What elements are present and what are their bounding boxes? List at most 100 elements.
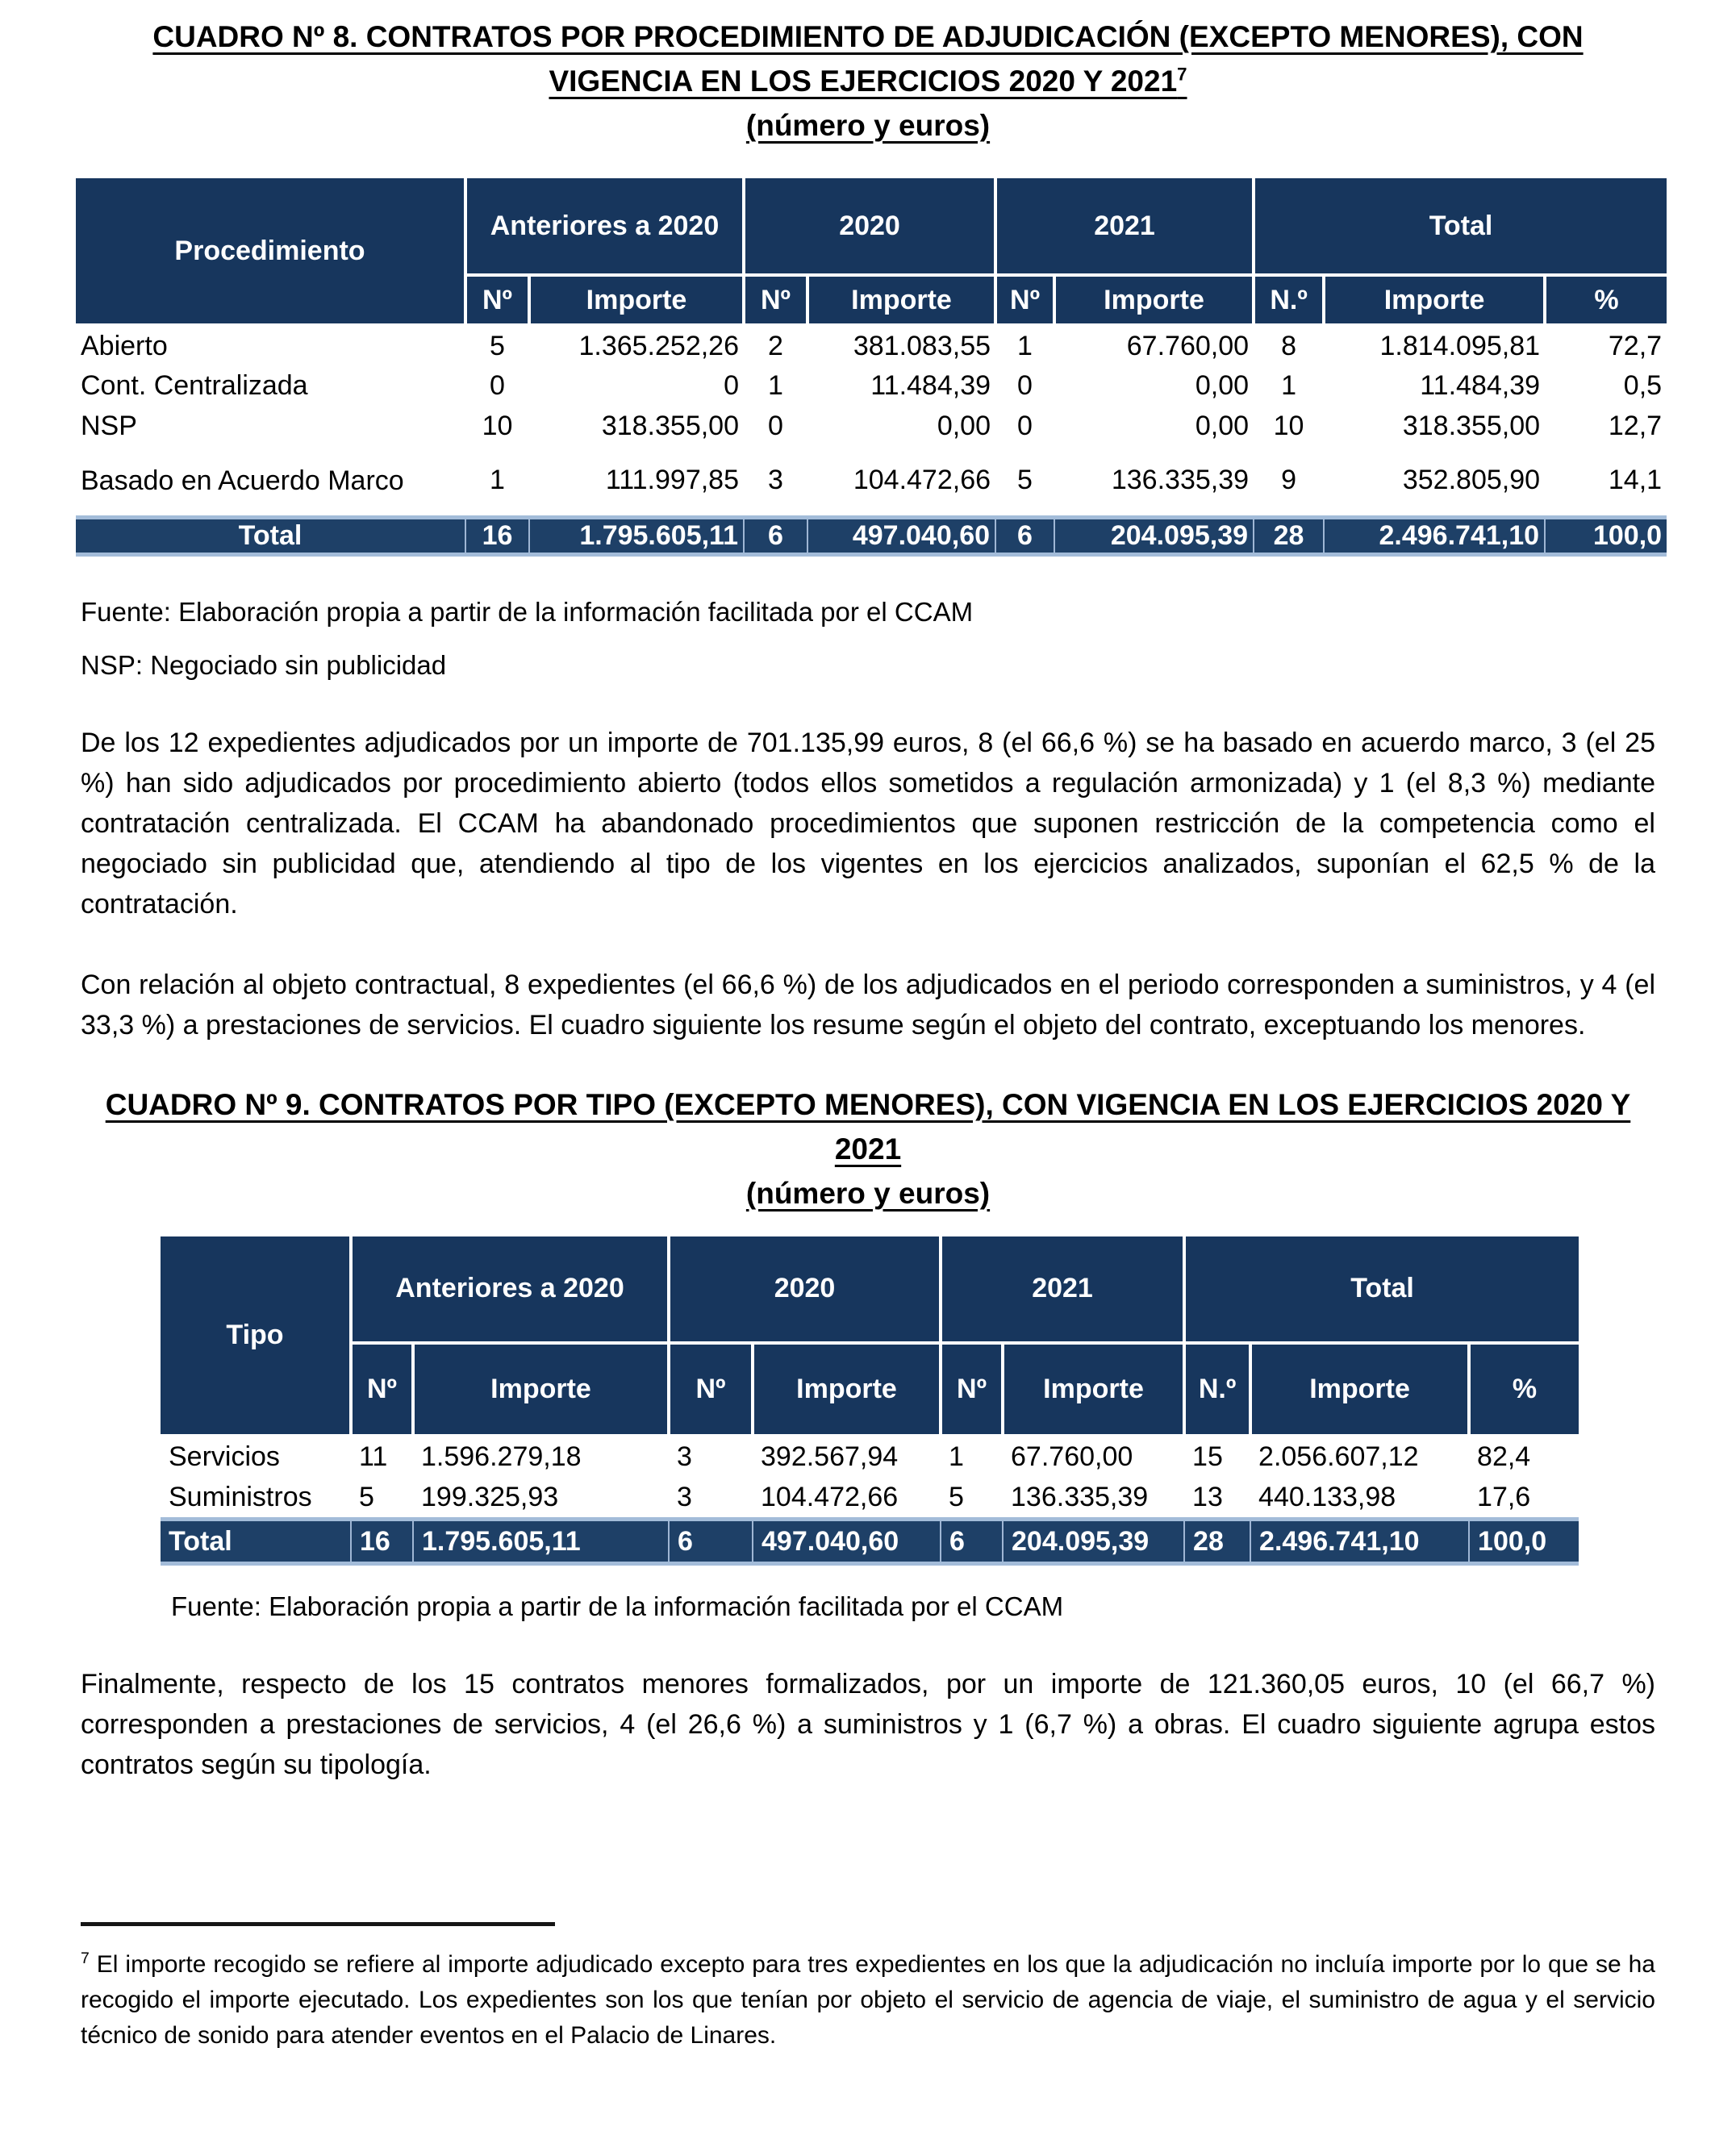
- corner-header: Tipo: [161, 1236, 353, 1437]
- table-cell: 104.472,66: [807, 446, 996, 517]
- row-label: Basado en Acuerdo Marco: [76, 446, 465, 517]
- table-row: Abierto 5 1.365.252,26 2 381.083,55 1 67…: [76, 325, 1667, 365]
- table-cell: 67.760,00: [1054, 325, 1254, 365]
- cuadro-8-title: CUADRO Nº 8. CONTRATOS POR PROCEDIMIENTO…: [81, 15, 1655, 148]
- table-cell: 352.805,90: [1324, 446, 1546, 517]
- abbreviation-note: NSP: Negociado sin publicidad: [81, 649, 447, 680]
- row-label: Cont. Centralizada: [76, 365, 465, 406]
- sub-header: Importe: [528, 273, 745, 327]
- table-cell: 28: [1183, 1517, 1251, 1566]
- table-cell: 3: [669, 1435, 753, 1478]
- table-cell: 0: [995, 406, 1055, 446]
- group-header-total: Total: [1252, 178, 1667, 277]
- table-cell: 111.997,85: [529, 446, 744, 517]
- table-cell: 0: [465, 365, 529, 406]
- table-cell: 1.596.279,18: [413, 1435, 669, 1478]
- table-cell: 5: [465, 325, 529, 365]
- sub-header: Importe: [411, 1341, 670, 1437]
- table-cell: 0,00: [807, 406, 996, 446]
- table-cell: 100,0: [1544, 515, 1667, 557]
- table-cell: 1: [465, 446, 529, 517]
- group-header-anteriores: Anteriores a 2020: [349, 1236, 670, 1345]
- table-cell: 16: [465, 515, 529, 557]
- table-cell: 0,5: [1545, 365, 1667, 406]
- body-paragraph-2: Con relación al objeto contractual, 8 ex…: [81, 969, 1655, 1040]
- table-cell: 0,00: [1054, 406, 1254, 446]
- cuadro-9-table: Tipo Anteriores a 2020 2020 2021 Total N…: [161, 1236, 1579, 1566]
- table-cell: 5: [995, 446, 1055, 517]
- table-cell: 204.095,39: [1054, 515, 1254, 557]
- table-cell: 2: [744, 325, 807, 365]
- sub-header: Nº: [667, 1341, 754, 1437]
- table-cell: 2.496.741,10: [1250, 1517, 1470, 1566]
- table-cell: 0,00: [1054, 365, 1254, 406]
- table-cell: 11: [351, 1435, 413, 1478]
- table-cell: 1: [995, 325, 1055, 365]
- table-cell: 392.567,94: [753, 1435, 941, 1478]
- table-cell: 2.056.607,12: [1250, 1435, 1470, 1478]
- table-cell: 0: [995, 365, 1055, 406]
- footnote-ref-marker: 7: [81, 1950, 90, 1967]
- table-cell: 12,7: [1545, 406, 1667, 446]
- sub-header: Nº: [351, 1341, 415, 1437]
- table-row: Basado en Acuerdo Marco 1 111.997,85 3 1…: [76, 446, 1667, 517]
- total-row: Total 16 1.795.605,11 6 497.040,60 6 204…: [76, 515, 1667, 557]
- table-cell: 10: [1254, 406, 1325, 446]
- sub-header: Importe: [1001, 1341, 1187, 1437]
- sub-header: N.º: [1252, 273, 1326, 327]
- table-cell: 0: [529, 365, 744, 406]
- table-cell: 204.095,39: [1002, 1517, 1185, 1566]
- table-cell: 67.760,00: [1003, 1435, 1185, 1478]
- table-cell: 14,1: [1545, 446, 1667, 517]
- table-cell: 8: [1254, 325, 1325, 365]
- table-cell: 318.355,00: [1324, 406, 1546, 446]
- group-header-2020: 2020: [741, 178, 998, 277]
- sub-header: %: [1467, 1341, 1579, 1437]
- table-row: Cont. Centralizada 0 0 1 11.484,39 0 0,0…: [76, 365, 1667, 406]
- table-cell: 16: [350, 1517, 413, 1566]
- table-cell: 6: [743, 515, 807, 557]
- footnote: 7 El importe recogido se refiere al impo…: [81, 1947, 1655, 2054]
- table-cell: 199.325,93: [413, 1477, 669, 1520]
- table-cell: 381.083,55: [807, 325, 996, 365]
- source-note: Fuente: Elaboración propia a partir de l…: [81, 596, 974, 627]
- corner-header: Procedimiento: [76, 178, 467, 327]
- group-header-anteriores: Anteriores a 2020: [464, 178, 745, 277]
- table-cell: 82,4: [1469, 1435, 1579, 1478]
- group-header-2020: 2020: [666, 1236, 943, 1345]
- body-paragraph-3: Finalmente, respecto de los 15 contratos…: [81, 1669, 1655, 1780]
- table-cell: 9: [1254, 446, 1325, 517]
- table-cell: 100,0: [1468, 1517, 1579, 1566]
- footnote-separator: [81, 1922, 555, 1926]
- sub-header: Importe: [1322, 273, 1547, 327]
- sub-header: Importe: [1053, 273, 1256, 327]
- table-cell: 17,6: [1469, 1477, 1579, 1520]
- table-cell: 497.040,60: [751, 1517, 941, 1566]
- table-cell: 5: [351, 1477, 413, 1520]
- group-header-2021: 2021: [994, 178, 1256, 277]
- total-row: Total 16 1.795.605,11 6 497.040,60 6 204…: [161, 1517, 1579, 1566]
- table-cell: 6: [940, 1517, 1004, 1566]
- sub-header: Importe: [750, 1341, 943, 1437]
- cuadro-8-title-text: CUADRO Nº 8. CONTRATOS POR PROCEDIMIENTO…: [152, 20, 1584, 98]
- cuadro-9-title: CUADRO Nº 9. CONTRATOS POR TIPO (EXCEPTO…: [81, 1082, 1655, 1216]
- table-cell: 136.335,39: [1054, 446, 1254, 517]
- table-cell: 3: [744, 446, 807, 517]
- sub-header: Nº: [742, 273, 809, 327]
- row-label: Total: [76, 515, 465, 557]
- table-cell: 0: [744, 406, 807, 446]
- table-cell: 497.040,60: [806, 515, 996, 557]
- cuadro-9-subtitle: (número y euros): [745, 1176, 991, 1210]
- cuadro-8-subtitle: (número y euros): [745, 109, 991, 142]
- table-cell: 11.484,39: [807, 365, 996, 406]
- table-cell: 1.814.095,81: [1324, 325, 1546, 365]
- table-cell: 1: [941, 1435, 1004, 1478]
- table-cell: 1.365.252,26: [529, 325, 744, 365]
- sub-header: Nº: [465, 273, 531, 327]
- table-cell: 440.133,98: [1250, 1477, 1470, 1520]
- row-label: NSP: [76, 406, 465, 446]
- row-label: Abierto: [76, 325, 465, 365]
- table-cell: 318.355,00: [529, 406, 744, 446]
- cuadro-8-table: Procedimiento Anteriores a 2020 2020 202…: [76, 178, 1667, 557]
